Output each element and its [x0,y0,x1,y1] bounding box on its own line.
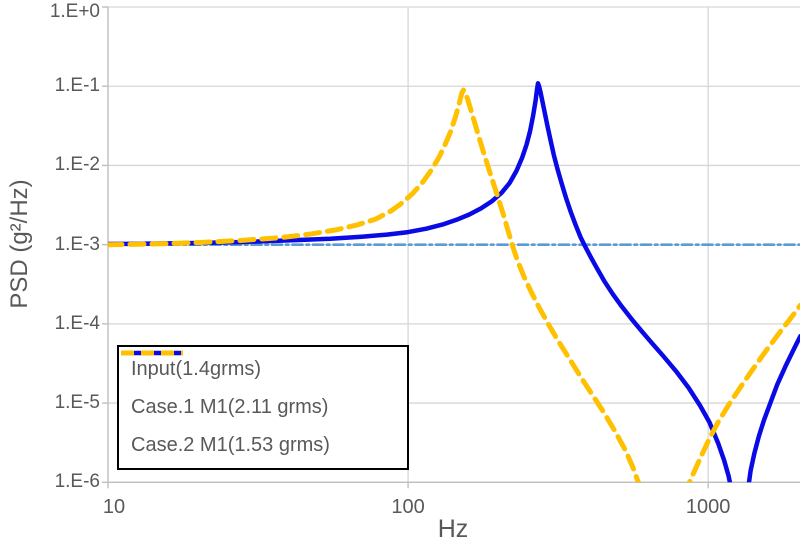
legend-item-case2: Case.2 M1(1.53 grms) [121,350,403,457]
case2-series-line [108,87,800,483]
legend-label-case1: Case.1 M1(2.11 grms) [131,395,329,418]
y-axis-title: PSD (g²/Hz) [6,179,33,309]
case1-series-line [108,81,800,483]
legend: Input(1.4grms) Case.1 M1(2.11 grms) Case… [117,345,409,470]
legend-label-case2: Case.2 M1(1.53 grms) [131,433,330,456]
case2-line-sample-icon [121,350,183,356]
x-axis-title: Hz [437,515,469,543]
legend-label-input: Input(1.4grms) [131,358,262,381]
legend-item-input: Input(1.4grms) [121,351,403,381]
legend-item-case1: Case.1 M1(2.11 grms) [121,350,403,419]
